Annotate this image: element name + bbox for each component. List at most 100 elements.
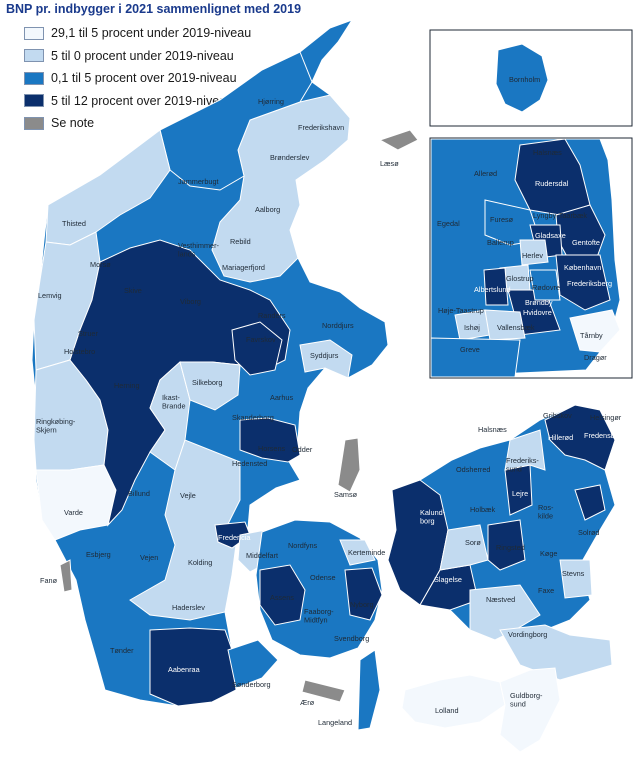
legend-item: 0,1 til 5 procent over 2019-niveau (24, 67, 251, 90)
map-label-silkeborg: Silkeborg (192, 378, 222, 387)
map-labels: Bornholm Hjørring Frederikshavn Læsø Brø… (36, 75, 625, 727)
map-regions (31, 19, 616, 753)
map-label-inset-frederiksberg: Frederiksberg (567, 279, 612, 288)
legend-swatch (24, 26, 44, 40)
page-title: BNP pr. indbygger i 2021 sammenlignet me… (6, 2, 302, 16)
map-label-laeso: Læsø (380, 159, 399, 168)
legend-item: 29,1 til 5 procent under 2019-niveau (24, 22, 251, 45)
region-laeso (378, 129, 419, 151)
legend-label: Se note (51, 116, 95, 131)
map-label-ringkobing: Ringkøbing-Skjern (36, 417, 76, 435)
map-label-stevns: Stevns (562, 569, 585, 578)
map-label-ringsted: Ringsted (496, 543, 525, 552)
region-frederikssund (504, 429, 546, 471)
map-label-halsnaes: Halsnæs (478, 425, 507, 434)
map-label-kerteminde: Kerteminde (348, 548, 385, 557)
map-label-odder: Odder (292, 445, 313, 454)
map-label-inset-glostrup: Glostrup (506, 274, 534, 283)
region-south-light (129, 439, 241, 621)
legend-item: 5 til 12 procent over 2019-niveau (24, 90, 251, 113)
map-label-skanderborg: Skanderborg (232, 413, 274, 422)
map-label-inset-brondby: Brøndby (525, 298, 553, 307)
region-samso (337, 437, 361, 493)
map-label-morso: Morsø (90, 260, 111, 269)
legend-label: 0,1 til 5 procent over 2019-niveau (51, 71, 237, 86)
map-label-inset-greve: Greve (460, 345, 480, 354)
map-label-inset-hvidovre: Hvidovre (523, 308, 552, 317)
map-label-kalundborg: Kalund-borg (420, 508, 446, 526)
map-label-bronderslev: Brønderslev (270, 153, 310, 162)
map-label-odense: Odense (310, 573, 336, 582)
map-label-skive: Skive (124, 286, 142, 295)
region-silkeborg (179, 361, 241, 411)
map-label-inset-allerod: Allerød (474, 169, 497, 178)
region-aero (301, 679, 346, 703)
inset-taarnby (569, 309, 621, 353)
map-label-hillerod: Hillerød (548, 433, 573, 442)
map-label-nordfyns: Nordfyns (288, 541, 318, 550)
map-label-randers: Randers (258, 311, 286, 320)
map-label-thisted: Thisted (62, 219, 86, 228)
legend-item: 5 til 0 procent under 2019-niveau (24, 45, 251, 68)
region-langeland (357, 649, 381, 731)
map-label-nyborg: Nyborg (350, 600, 374, 609)
legend-label: 5 til 0 procent under 2019-niveau (51, 48, 234, 63)
region-kerteminde (339, 539, 376, 566)
region-assens (259, 564, 306, 626)
inset-albertslund (483, 267, 509, 306)
map-label-inset-kobenhavn: København (564, 263, 601, 272)
map-label-norddjurs: Norddjurs (322, 321, 354, 330)
map-label-inset-hoje: Høje-Taastrup (438, 306, 484, 315)
inset-rodovre (529, 269, 561, 301)
map-label-kolding: Kolding (188, 558, 212, 567)
region-horsens (239, 417, 301, 463)
map-label-inset-ballerup: Ballerup (487, 238, 514, 247)
map-label-inset-gladsaxe: Gladsaxe (535, 231, 566, 240)
map-label-herning: Herning (114, 381, 140, 390)
map-label-holstebro: Holstebro (64, 347, 95, 356)
map-label-rebild: Rebild (230, 237, 251, 246)
map-label-svendborg: Svendborg (334, 634, 369, 643)
region-guldborgsund (499, 667, 561, 753)
map-label-viborg: Viborg (180, 297, 201, 306)
map-label-jammerbugt: Jammerbugt (178, 177, 219, 186)
map-label-lejre: Lejre (512, 489, 528, 498)
map-label-middelfart: Middelfart (246, 551, 278, 560)
legend-swatch (24, 71, 44, 85)
region-syddjurs (299, 339, 353, 379)
map-label-varde: Varde (64, 508, 83, 517)
map-label-hedensted: Hedensted (232, 459, 267, 468)
map-label-naestved: Næstved (486, 595, 515, 604)
map-label-langeland: Langeland (318, 718, 352, 727)
region-nyborg (344, 567, 383, 621)
map-label-samso: Samsø (334, 490, 358, 499)
region-lolland (401, 674, 506, 729)
map-label-vesthimmerlands: Vesthimmer-lands (178, 241, 220, 259)
region-sonderborg (227, 639, 279, 689)
map-label-inset-egedal: Egedal (437, 219, 460, 228)
inset-greve (430, 337, 521, 378)
map-label-faxe: Faxe (538, 586, 554, 595)
region-bornholm (495, 43, 549, 113)
map-label-helsingor: Helsingør (590, 413, 622, 422)
map-label-inset-taarnby: Tårnby (580, 331, 603, 340)
inset-kobenhavn (555, 254, 611, 311)
map-label-inset-ishoj: Ishøj (464, 323, 480, 332)
legend-swatch (24, 116, 44, 130)
map-label-koge: Køge (540, 549, 557, 558)
map-label-inset-dragor: Dragør (584, 353, 607, 362)
map-label-frederikshavn: Frederikshavn (298, 123, 344, 132)
region-fano (59, 559, 73, 593)
map-label-lemvig: Lemvig (38, 291, 62, 300)
map-label-roskilde: Ros-kilde (538, 503, 554, 521)
inset-vallensbaek (484, 309, 526, 341)
map-label-sonderborg: Sønderborg (232, 680, 271, 689)
map-label-inset-lyngby: Lyngby-Taarbæk (533, 211, 587, 220)
region-north-light (211, 94, 351, 283)
map-label-faaborg: Faaborg-Midtfyn (304, 607, 334, 625)
map-label-syddjurs: Syddjurs (310, 351, 339, 360)
map-label-aabenraa: Aabenraa (168, 665, 201, 674)
map-label-ikast-brande: Ikast-Brande (162, 393, 186, 411)
map-label-horsens: Horsens (258, 444, 286, 453)
